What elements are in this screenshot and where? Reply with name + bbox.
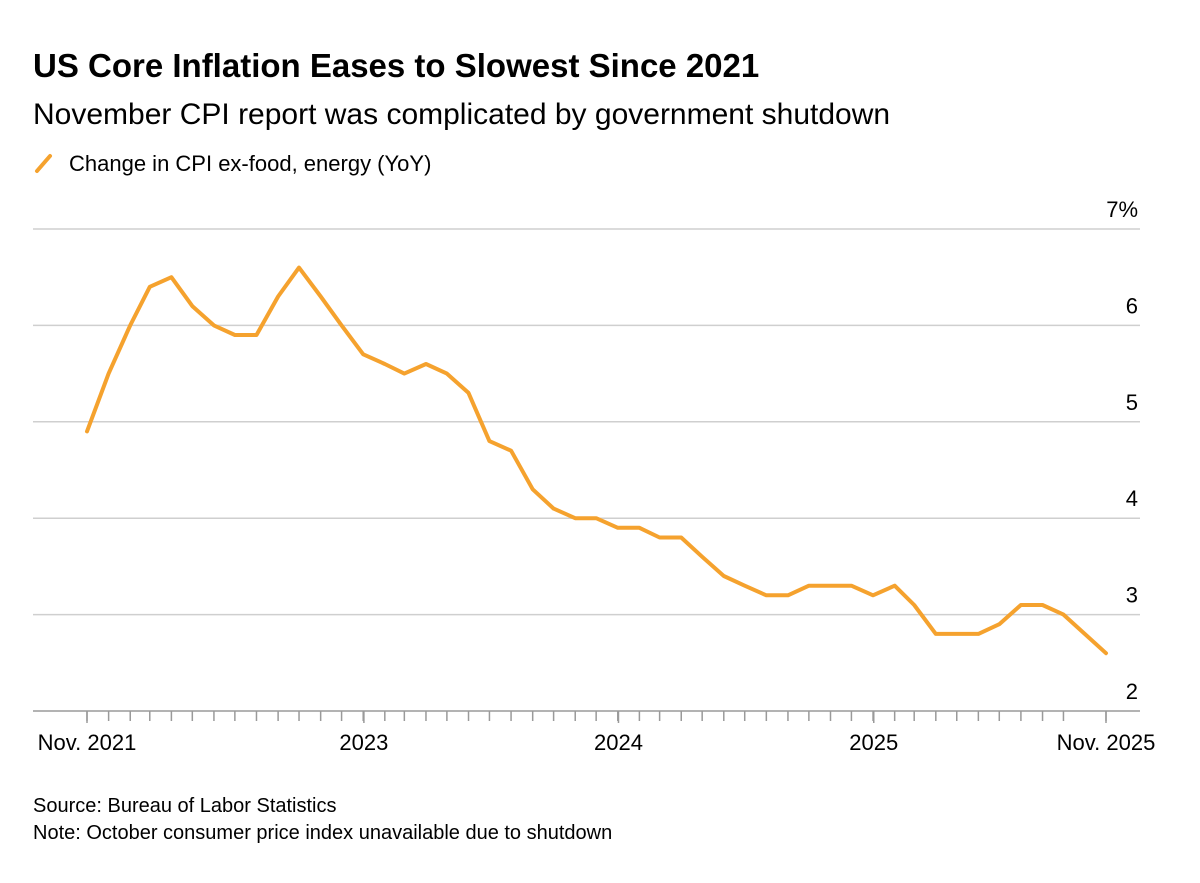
x-tick-label: 2023 xyxy=(339,730,388,755)
x-tick-label: 2024 xyxy=(594,730,643,755)
y-tick-label: 3 xyxy=(1126,583,1138,608)
source: Source: Bureau of Labor Statistics xyxy=(33,795,337,817)
x-tick-label: Nov. 2021 xyxy=(38,730,137,755)
legend-label: Change in CPI ex-food, energy (YoY) xyxy=(69,151,431,176)
y-tick-label: 4 xyxy=(1126,486,1138,511)
chart-subtitle: November CPI report was complicated by g… xyxy=(33,98,890,131)
data-line xyxy=(85,265,1108,656)
chart-title: US Core Inflation Eases to Slowest Since… xyxy=(33,47,759,84)
x-tick-label: Nov. 2025 xyxy=(1057,730,1156,755)
x-tick-label: 2025 xyxy=(849,730,898,755)
note: Note: October consumer price index unava… xyxy=(33,822,612,844)
y-tick-label: 7% xyxy=(1106,197,1138,222)
y-tick-label: 6 xyxy=(1126,293,1138,318)
y-tick-label: 5 xyxy=(1126,390,1138,415)
legend-swatch xyxy=(35,154,52,173)
y-tick-label: 2 xyxy=(1126,679,1138,704)
